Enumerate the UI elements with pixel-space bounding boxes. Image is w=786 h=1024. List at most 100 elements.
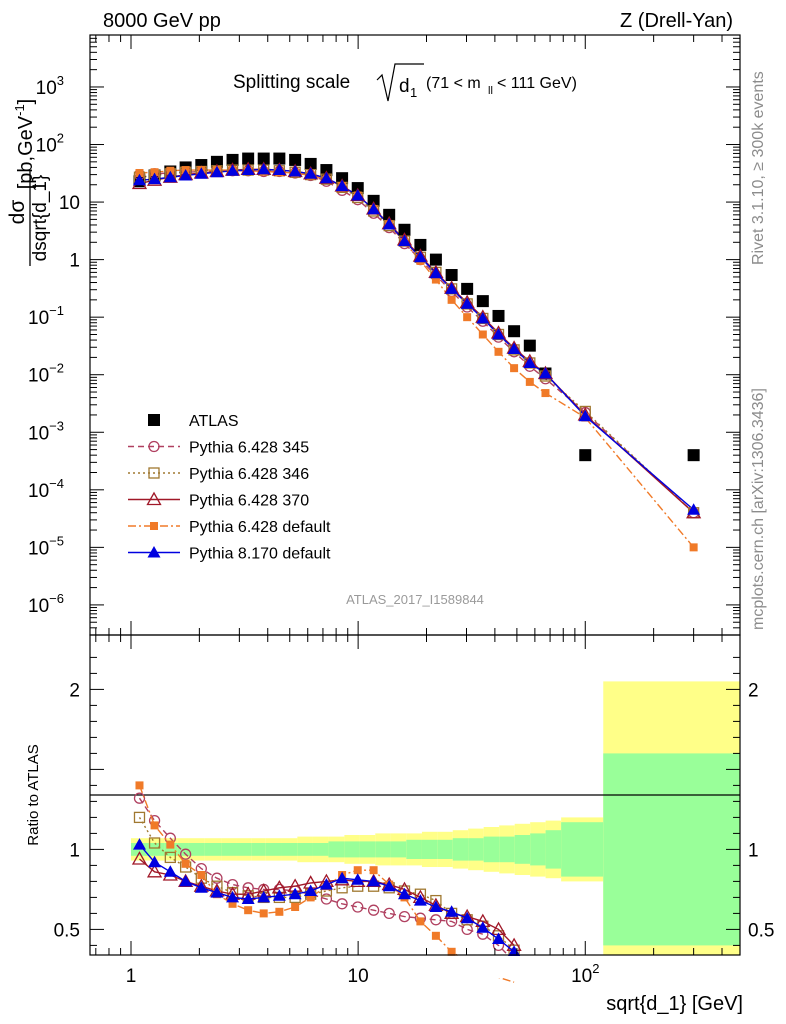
ratio-pythia-6-428-default-point [181,859,190,868]
y-tick-label: 10 [59,193,80,214]
ylabel-units: [pb,GeV-1] [12,99,37,190]
legend-pythia-8-170-default-label: Pythia 8.170 default [189,546,331,563]
ratio-pythia-6-428-default-point [431,931,440,940]
ratio-y-axis-label: Ratio to ATLAS [25,744,42,845]
ratio-y-tick-label-right: 2 [748,680,759,701]
ratio-pythia-6-428-default-point [244,906,253,915]
series-pythia-8-170-default-point [445,282,459,294]
ratio-pythia-8-170-default-point [492,932,506,944]
series-pythia-8-170-default-point [397,234,411,247]
ratio-pythia-6-428-default-point [166,840,175,849]
y-tick-label: 10−4 [28,476,64,502]
title-mass-range-b: < 111 GeV) [497,75,577,92]
series-pythia-8-170-default-point [210,165,224,178]
main-curves [139,168,695,548]
stat-uncertainty-band [236,843,252,856]
stat-uncertainty-band [499,836,515,863]
stat-uncertainty-band [561,822,604,877]
series-atlas-point [398,223,411,236]
series-pythia-8-170-default-point [476,311,490,324]
y-tick-label: 1 [69,251,80,272]
series-pythia-6-428-default-line [139,169,695,548]
legend-pythia-6-428-346-label: Pythia 6.428 346 [189,466,309,483]
y-tick-label: 102 [36,131,64,157]
mcplots-citation: mcplots.cern.ch [arXiv:1306.3436] [750,388,767,630]
ratio-y-tick-label: 1 [69,840,80,861]
ratio-pythia-6-428-370-point [131,851,148,865]
series-pythia-6-428-default-point [447,295,456,304]
ratio-uncertainty-bands [130,681,740,955]
overflow-mask [89,956,741,978]
ratio-pythia-6-428-default-point [291,903,300,911]
beam-label: 8000 GeV pp [103,10,221,32]
ratio-pythia-6-428-default-point [306,893,315,902]
process-label: Z (Drell-Yan) [620,10,733,32]
series-atlas-point [523,339,536,352]
series-atlas-point [320,164,333,177]
ratio-frame [89,634,741,956]
series-atlas-point [492,309,505,322]
series-pythia-6-428-345-line [139,170,695,514]
series-pythia-8-170-default-point [148,172,162,185]
series-pythia-8-170-default-point [132,173,146,186]
ratio-pythia-8-170-default-point [241,892,255,904]
ratio-pythia-8-170-default-point [210,886,224,898]
ratio-pythia-6-428-default-point [447,947,456,956]
series-pythia-6-428-default-point [494,347,503,356]
series-pythia-8-170-default-point [382,217,396,230]
ratio-pythia-8-170-default-point [367,874,381,887]
ratio-pythia-6-428-default-point [259,909,268,918]
series-pythia-8-170-default-line [139,168,695,511]
ratio-pythia-6-428-345-point [352,901,364,913]
x-tick-label: 102 [571,961,599,987]
ratio-pythia-6-428-345-point [336,898,348,910]
series-pythia-6-428-346-line [139,169,695,514]
title-mass-range-a: (71 < m [426,75,481,92]
series-pythia-8-170-default-point [257,162,271,175]
stat-uncertainty-band [390,841,407,858]
legend-pythia-6-428-345-label: Pythia 6.428 345 [189,440,309,457]
y-tick-label: 10−5 [28,533,64,559]
ratio-pythia-6-428-346-point [133,811,146,824]
ratio-pythia-6-428-345-point [398,910,411,923]
ratio-pythia-8-170-default-point [163,865,177,877]
series-pythia-6-428-default-point [689,543,698,552]
stat-uncertainty-band [281,843,298,856]
y-axis-label: dσ dsqrt{d_1} [pb,GeV-1] [6,99,51,266]
ratio-pythia-8-170-default-point [351,873,365,885]
ratio-pythia-8-170-default-point [304,884,318,896]
series-pythia-6-428-default-point [150,168,159,177]
y-tick-label: 10−1 [28,303,64,329]
main-ticks: 10−6 10−5 10−4 10−3 10−2 10−1 1 10 102 103 [28,34,740,636]
series-pythia-8-170-default-point [367,202,381,215]
ratio-pythia-6-428-default-point [275,907,284,916]
series-pythia-8-170-default-point [241,163,255,176]
legend-pythia-6-428-default-marker [150,522,158,530]
series-pythia-8-170-default-point [272,163,286,176]
legend-pythia-6-428-345-marker [148,440,160,453]
series-atlas-point [445,269,458,282]
stat-uncertainty-band [437,839,453,859]
stat-uncertainty-band [265,843,282,856]
ylabel-denominator: dsqrt{d_1} [30,175,51,262]
stat-uncertainty-band [204,843,222,856]
analysis-watermark: ATLAS_2017_I1589844 [346,592,484,607]
x-tick-label: 1 [126,966,137,987]
series-pythia-8-170-default-point [460,297,474,309]
ratio-pythia-8-170-default-point [382,879,396,892]
series-pythia-8-170-default-point [523,356,537,368]
series-pythia-8-170-default-point [304,167,318,179]
stat-uncertainty-band [251,843,266,856]
ratio-pythia-6-428-default-point [197,871,206,879]
main-frame [89,34,741,636]
series-pythia-8-170-default-point [492,327,506,340]
y-tick-label: 10−6 [28,591,64,617]
stat-uncertainty-band [148,843,165,856]
ratio-pythia-8-170-default-point [179,874,193,887]
ratio-pythia-6-428-346-point [148,837,161,849]
series-pythia-8-170-default-point [351,189,365,201]
ratio-pythia-6-428-345-point [320,893,333,905]
ratio-pythia-6-428-345-point [133,792,146,804]
ratio-pythia-6-428-default-point [135,781,144,790]
